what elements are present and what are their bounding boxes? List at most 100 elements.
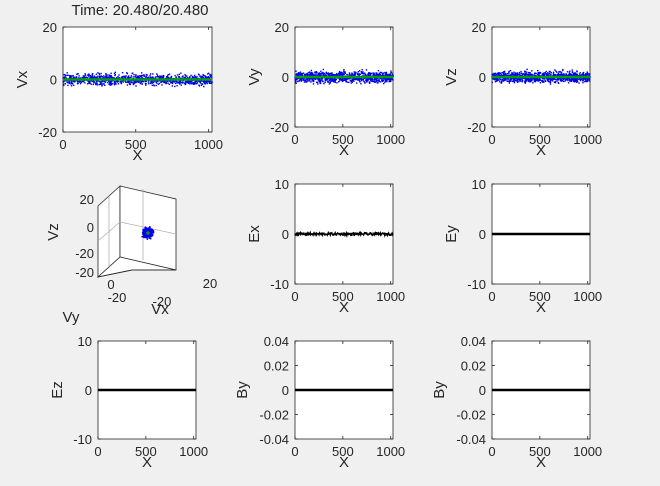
data-point	[578, 74, 580, 77]
data-point	[526, 79, 528, 81]
data-point	[153, 84, 155, 86]
data-point	[79, 82, 82, 85]
data-point	[333, 80, 336, 82]
data-point	[126, 84, 129, 86]
data-point	[169, 77, 171, 79]
data-point	[208, 81, 210, 83]
data-point	[126, 81, 129, 83]
data-point	[150, 228, 153, 230]
y-tick-label: -10	[270, 277, 289, 292]
data-point	[358, 70, 361, 72]
data-point	[513, 71, 515, 73]
data-point	[111, 77, 113, 79]
data-point	[547, 80, 550, 83]
data-point	[110, 80, 113, 82]
data-point	[380, 74, 382, 77]
data-point	[553, 74, 556, 76]
data-point	[210, 82, 213, 85]
data-point	[521, 77, 523, 80]
z-tick-label: -20	[75, 265, 94, 280]
data-point	[579, 78, 582, 81]
data-point	[375, 72, 377, 74]
data-point	[189, 76, 191, 78]
data-point	[129, 82, 131, 84]
data-point	[145, 75, 147, 77]
data-point	[209, 76, 212, 78]
data-point	[199, 75, 201, 78]
data-point	[546, 74, 549, 76]
data-point	[331, 74, 333, 77]
x-tick-label: 1000	[179, 444, 208, 459]
data-point	[101, 83, 103, 85]
data-point	[510, 74, 513, 76]
data-point	[316, 81, 319, 84]
data-point	[169, 80, 171, 83]
data-point	[152, 81, 155, 84]
data-point	[150, 233, 153, 235]
data-point	[368, 72, 370, 74]
data-point	[389, 74, 391, 76]
data-point	[539, 72, 542, 74]
data-point	[174, 80, 176, 82]
x-tick-label: 1000	[376, 444, 405, 459]
data-point	[322, 72, 325, 75]
data-point	[67, 82, 69, 84]
data-point	[108, 77, 110, 79]
data-point	[300, 73, 302, 75]
data-point	[185, 75, 187, 77]
data-point	[520, 70, 522, 73]
data-point	[197, 80, 199, 82]
data-point	[168, 73, 171, 75]
data-point	[553, 81, 556, 84]
data-point	[309, 73, 312, 75]
data-point	[355, 82, 358, 84]
data-point	[298, 72, 301, 74]
data-point	[501, 72, 503, 74]
data-point	[190, 82, 192, 84]
data-point	[576, 71, 578, 73]
data-point	[359, 73, 362, 75]
data-point	[305, 78, 307, 80]
data-point	[357, 78, 359, 80]
data-point	[189, 83, 191, 85]
data-point	[127, 75, 130, 77]
data-point	[348, 72, 351, 74]
data-point	[305, 73, 308, 76]
data-point	[539, 82, 542, 84]
data-point	[555, 74, 557, 76]
y-tick-label: 0.04	[264, 334, 289, 349]
data-point	[550, 79, 552, 81]
data-point	[170, 82, 172, 84]
data-point	[150, 80, 153, 83]
y-tick-label: 10	[275, 177, 289, 192]
data-point	[543, 74, 546, 76]
data-point	[196, 75, 198, 78]
data-point	[306, 72, 308, 75]
data-point	[78, 75, 80, 77]
data-point	[167, 76, 170, 79]
data-point	[375, 78, 377, 80]
data-point	[344, 71, 346, 73]
data-point	[303, 73, 306, 76]
data-point	[391, 78, 393, 80]
data-point	[164, 81, 166, 84]
data-point	[356, 72, 358, 74]
z-tick-label: -20	[75, 246, 94, 261]
data-point	[82, 76, 84, 79]
data-point	[134, 80, 137, 82]
data-point	[101, 81, 103, 83]
data-point	[141, 80, 143, 83]
data-point	[524, 82, 526, 84]
data-point	[310, 69, 313, 72]
data-point	[156, 75, 158, 78]
data-point	[95, 83, 97, 85]
data-point	[500, 80, 503, 83]
data-point	[143, 74, 145, 77]
data-point	[84, 82, 86, 84]
data-point	[392, 79, 394, 81]
data-point	[152, 73, 154, 75]
data-point	[382, 73, 384, 75]
data-point	[374, 79, 377, 81]
data-point	[182, 75, 184, 77]
data-point	[146, 74, 148, 76]
